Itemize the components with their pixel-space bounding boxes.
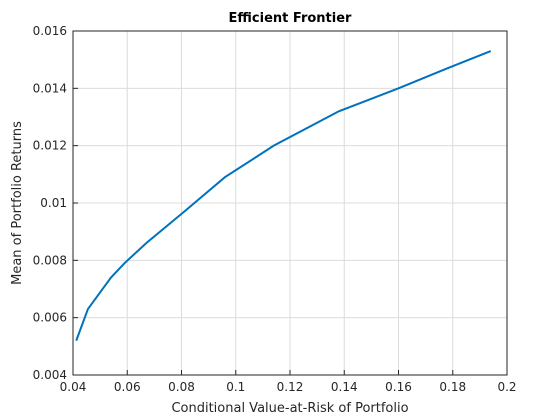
x-tick-label: 0.08 — [168, 380, 195, 394]
y-tick-label: 0.012 — [33, 139, 67, 153]
x-tick-label: 0.04 — [60, 380, 87, 394]
y-tick-label: 0.014 — [33, 81, 67, 95]
x-axis-label: Conditional Value-at-Risk of Portfolio — [171, 401, 408, 416]
y-tick-label: 0.004 — [33, 368, 67, 382]
chart-title: Efficient Frontier — [229, 11, 352, 26]
plot-frame — [72, 30, 508, 376]
x-tick-label: 0.14 — [331, 380, 358, 394]
y-axis-label: Mean of Portfolio Returns — [10, 121, 25, 285]
x-tick-label: 0.2 — [497, 380, 516, 394]
y-tick-label: 0.01 — [40, 196, 67, 210]
x-tick-label: 0.18 — [439, 380, 466, 394]
x-tick-label: 0.16 — [385, 380, 412, 394]
x-tick-label: 0.06 — [114, 380, 141, 394]
y-tick-label: 0.016 — [33, 24, 67, 38]
series-line — [75, 50, 492, 341]
y-tick-label: 0.006 — [33, 311, 67, 325]
x-tick-label: 0.1 — [226, 380, 245, 394]
y-tick-label: 0.008 — [33, 253, 67, 267]
x-tick-label: 0.12 — [277, 380, 304, 394]
